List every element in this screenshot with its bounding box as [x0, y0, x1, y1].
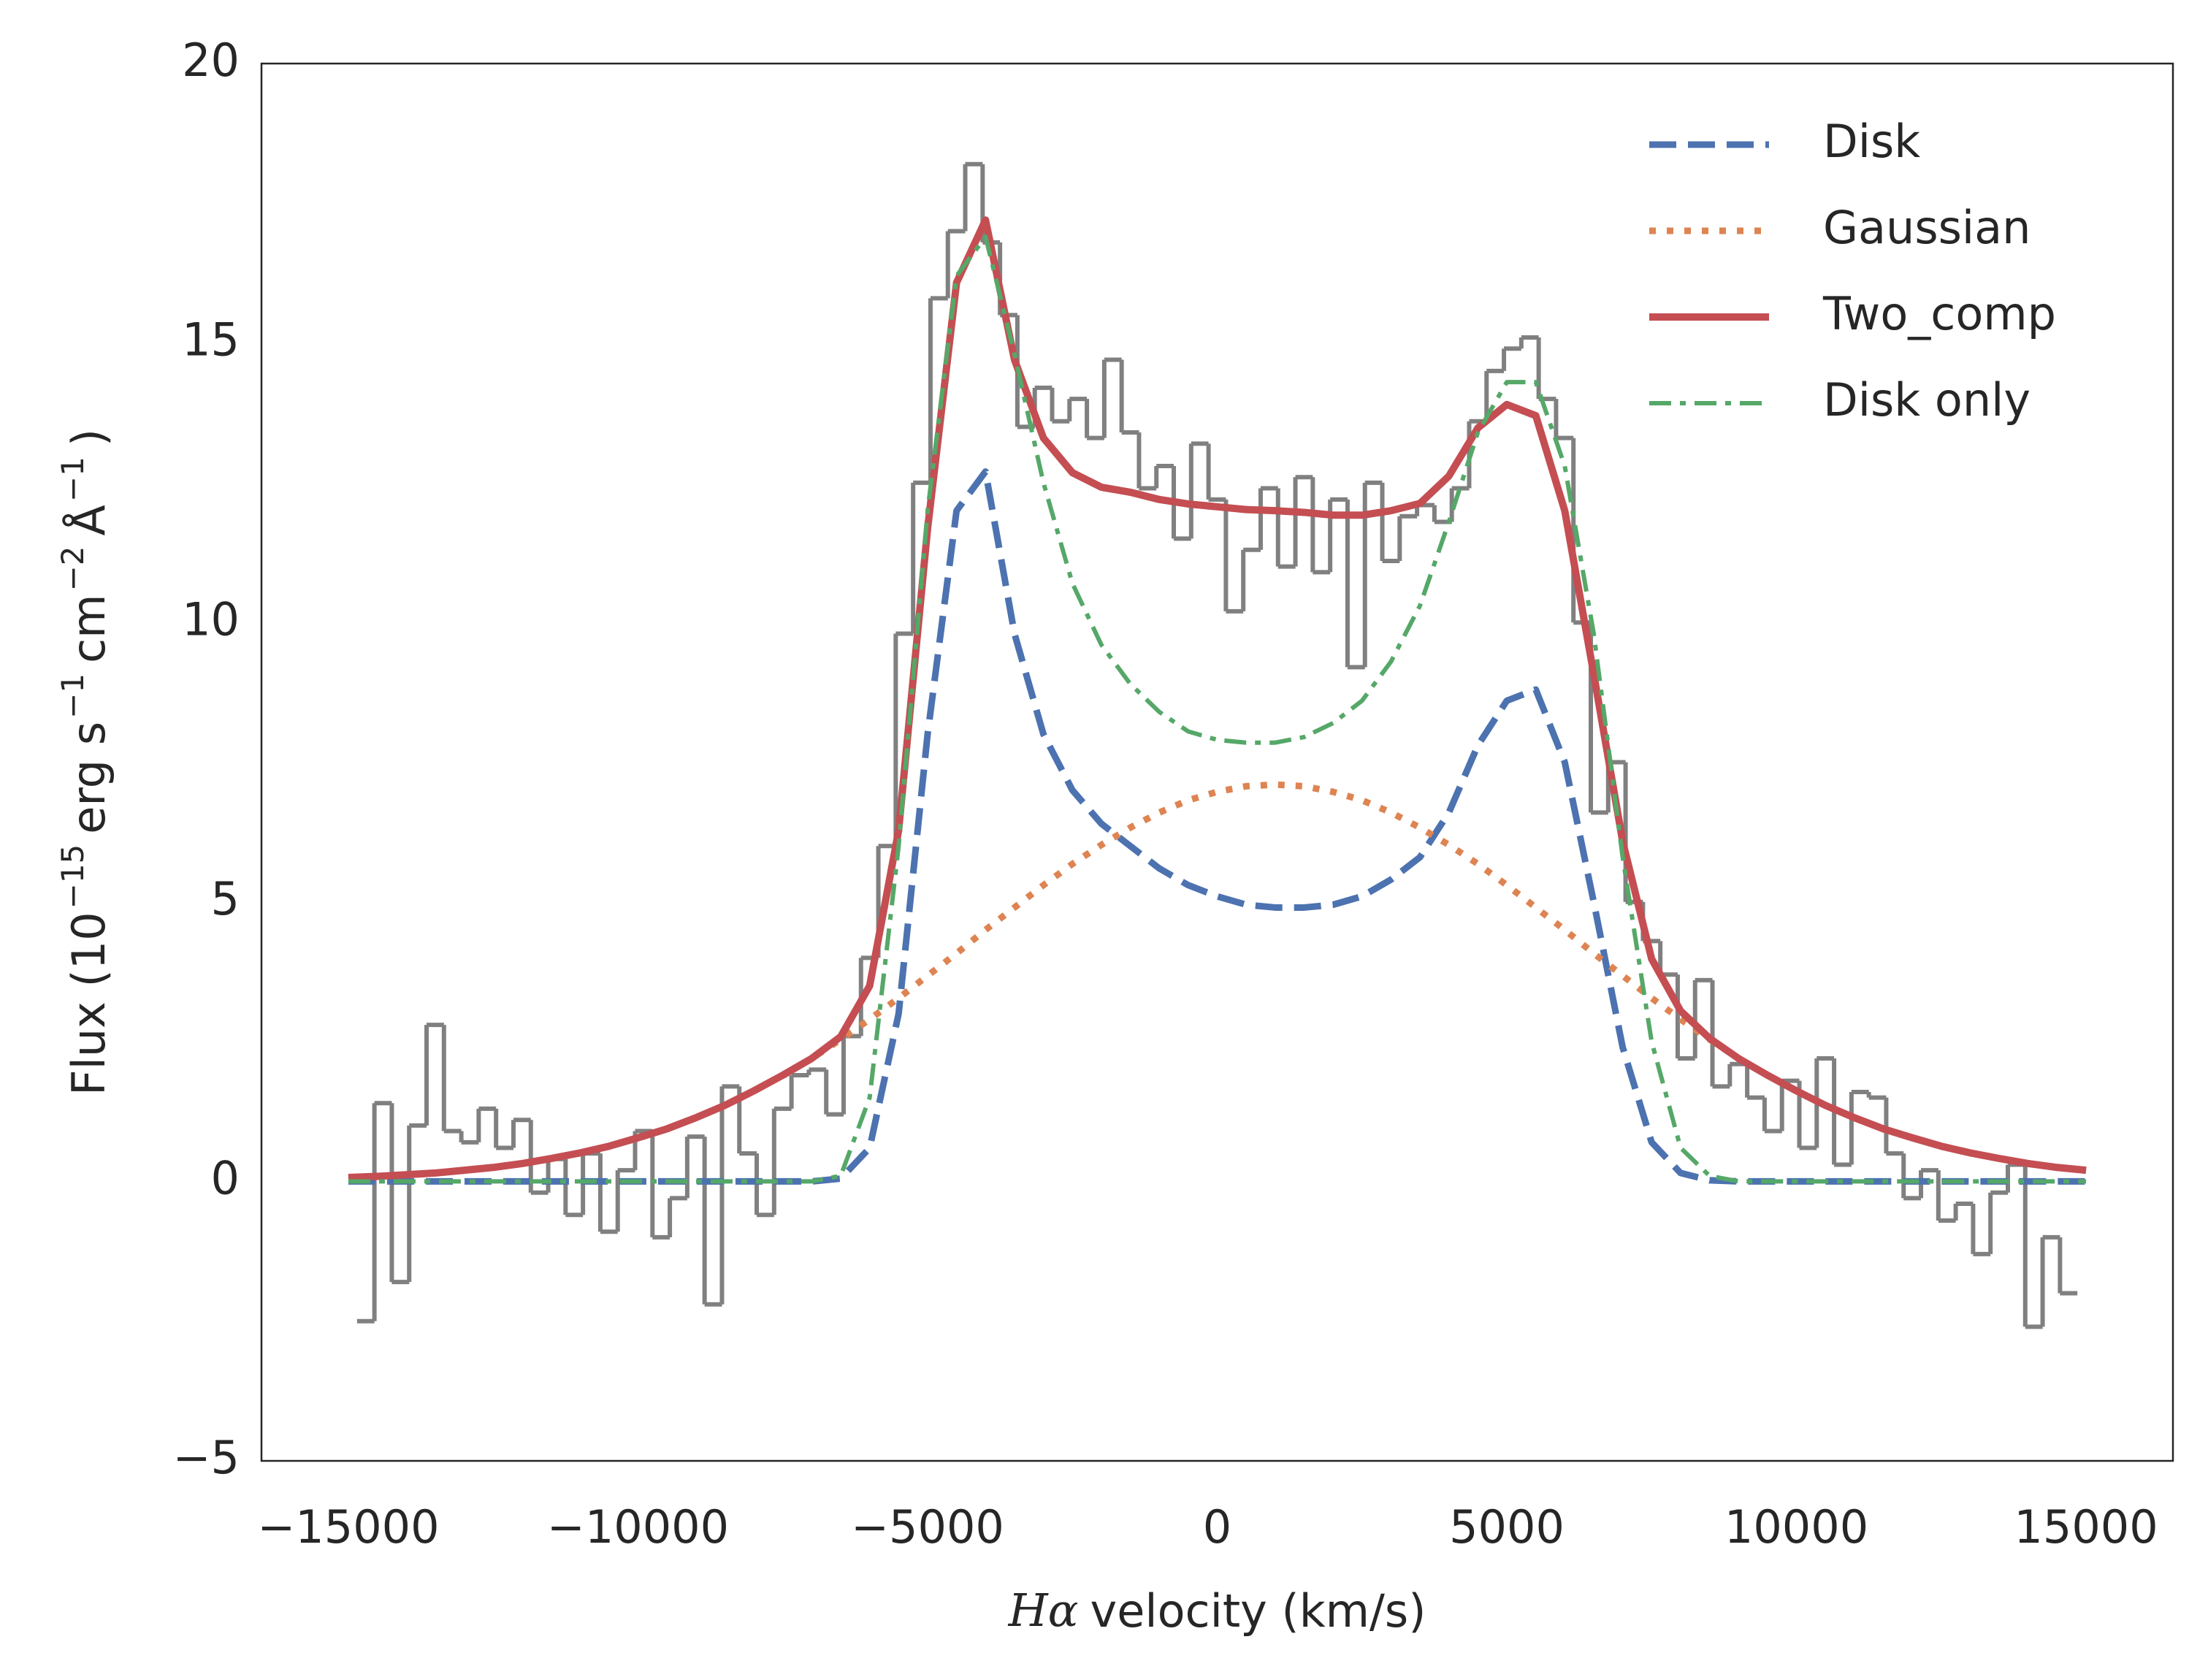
plot-area	[348, 161, 2087, 1329]
x-tick-label: 0	[1203, 1500, 1231, 1554]
x-tick-label: −15000	[257, 1500, 439, 1554]
x-tick-label: 15000	[2014, 1500, 2158, 1554]
y-axis-label-superscript: −1	[55, 673, 91, 719]
plot-frame	[260, 62, 2174, 1462]
series-line	[348, 234, 2087, 1184]
x-tick-label: −5000	[851, 1500, 1004, 1554]
series-line	[348, 216, 2087, 1182]
y-tick-label: −5	[173, 1431, 240, 1484]
y-axis-label-superscript: −2	[55, 546, 91, 591]
x-tick-label: 10000	[1724, 1500, 1868, 1554]
y-tick-label: 10	[182, 592, 240, 646]
y-axis-label-part: Flux (10	[62, 912, 115, 1096]
y-axis-label-part: )	[62, 429, 115, 446]
x-axis-label-part: velocity (km/s)	[1090, 1584, 1426, 1638]
x-axis-label: Hα velocity (km/s)	[1008, 1584, 1426, 1638]
x-tick-label: 5000	[1449, 1500, 1565, 1554]
y-tick-label: 15	[182, 313, 240, 367]
y-axis-label-part: Å	[62, 505, 115, 535]
x-tick-label: −10000	[547, 1500, 729, 1554]
legend-label: Two_comp	[1822, 287, 2056, 340]
legend-label: Disk only	[1823, 373, 2031, 427]
spectrum-risers	[372, 164, 2063, 1327]
legend-label: Gaussian	[1823, 201, 2031, 254]
y-axis-label: Flux (10−15erg s−1cm−2Å−1)	[55, 429, 116, 1096]
y-tick-label: 5	[211, 872, 240, 925]
series-line	[348, 468, 2087, 1185]
y-axis-label-superscript: −15	[55, 844, 91, 909]
x-axis-label-part: Hα	[1008, 1584, 1079, 1637]
y-tick-label: 20	[182, 34, 240, 87]
y-axis-label-part: cm	[62, 594, 115, 663]
y-axis-label-part: erg s	[62, 722, 115, 834]
y-axis-label-superscript: −1	[55, 457, 91, 502]
series-line	[348, 781, 2087, 1181]
y-tick-label: 0	[211, 1151, 240, 1204]
legend-label: Disk	[1823, 115, 1920, 168]
